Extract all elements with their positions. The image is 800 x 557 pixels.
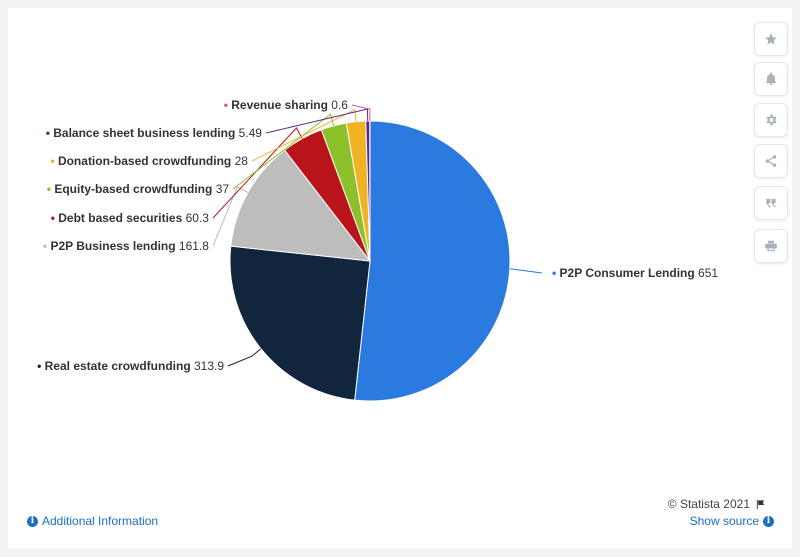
connector-line [212, 185, 249, 247]
pie-slice[interactable] [229, 245, 371, 401]
info-icon: i [763, 515, 774, 527]
slice-name: Real estate crowdfunding [45, 359, 194, 373]
flag-icon [756, 499, 765, 509]
slice-name: Donation-based crowdfunding [58, 154, 235, 168]
connector-line [351, 104, 371, 121]
star-icon [765, 33, 777, 45]
slice-label: • Equity-based crowdfunding 37 [47, 182, 230, 196]
favorite-button[interactable] [754, 22, 788, 56]
additional-information-label: Additional Information [42, 514, 159, 528]
legend-bullet: • [51, 211, 59, 225]
slice-name: Balance sheet business lending [53, 126, 238, 140]
slice-name: P2P Business lending [50, 239, 178, 253]
legend-bullet: • [224, 98, 232, 112]
slice-value: 161.8 [179, 239, 209, 253]
legend-bullet: • [37, 359, 45, 373]
share-icon [765, 155, 777, 167]
slice-name: Equity-based crowdfunding [54, 182, 215, 196]
cite-button[interactable] [754, 186, 788, 220]
settings-button[interactable] [754, 103, 788, 137]
legend-bullet: • [552, 266, 560, 280]
connector-line [212, 127, 303, 219]
credit-text: © Statista 2021 [667, 497, 750, 511]
legend-bullet: • [46, 126, 54, 140]
quote-icon [766, 198, 776, 208]
legend-bullet: • [43, 239, 51, 253]
slice-name: Revenue sharing [231, 98, 331, 112]
show-source-link[interactable]: Show source i [690, 514, 774, 528]
slice-value: 0.6 [331, 98, 348, 112]
bell-icon [765, 72, 777, 85]
slice-label: • Revenue sharing 0.6 [224, 98, 349, 112]
slice-value: 28 [235, 154, 249, 168]
additional-information-link[interactable]: i Additional Information [27, 514, 158, 528]
slice-name: P2P Consumer Lending [560, 266, 698, 280]
slice-label: • Donation-based crowdfunding 28 [50, 154, 248, 168]
slice-value: 60.3 [186, 211, 210, 225]
statista-credit: © Statista 2021 [668, 497, 766, 511]
chart-card: • P2P Consumer Lending 651 • Real estate … [8, 8, 792, 549]
notification-button[interactable] [754, 62, 788, 96]
slice-label: • P2P Business lending 161.8 [43, 239, 209, 253]
share-button[interactable] [754, 144, 788, 178]
slice-label: • Debt based securities 60.3 [51, 211, 210, 225]
print-button[interactable] [754, 229, 788, 263]
connector-line [232, 113, 335, 190]
connector-line [509, 268, 543, 274]
connector-line [227, 348, 262, 367]
show-source-label: Show source [689, 514, 759, 528]
gear-icon [766, 114, 777, 126]
connector-line [251, 109, 357, 162]
slice-value: 313.9 [194, 359, 224, 373]
info-icon: i [27, 515, 38, 527]
legend-bullet: • [50, 154, 58, 168]
slice-value: 37 [216, 182, 230, 196]
slice-value: 651 [698, 266, 718, 280]
slice-value: 5.49 [239, 126, 263, 140]
pie-slice[interactable] [354, 120, 511, 402]
slice-label: • Real estate crowdfunding 313.9 [37, 359, 224, 373]
slice-label: • P2P Consumer Lending 651 [552, 266, 718, 280]
print-icon [765, 240, 777, 252]
slice-name: Debt based securities [58, 211, 185, 225]
legend-bullet: • [47, 182, 55, 196]
pie-chart: • P2P Consumer Lending 651• Real estate … [37, 98, 718, 402]
slice-label: • Balance sheet business lending 5.49 [46, 126, 263, 140]
connector-line [265, 108, 369, 134]
